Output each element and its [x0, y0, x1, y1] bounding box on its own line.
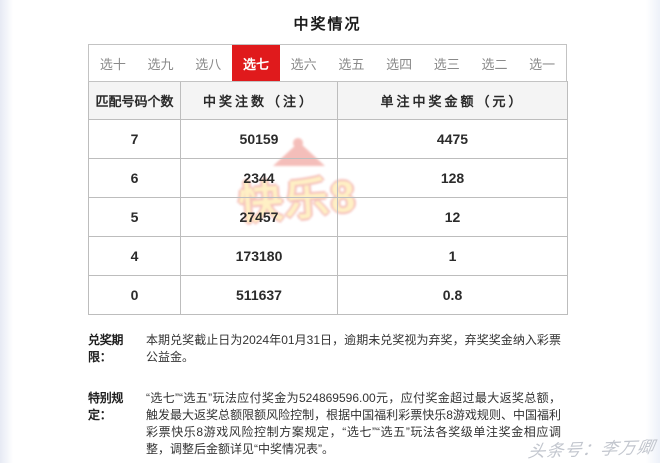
prize-amount: 0.8 [337, 275, 568, 315]
prize-amount: 12 [337, 197, 568, 237]
page-edge-gradient-left [0, 0, 13, 463]
prize-table: 匹配号码个数 中奖注数（注） 单注中奖金额（元） 7 50159 4475 6 … [88, 81, 568, 315]
matched-count: 4 [88, 236, 181, 276]
tab-select-2[interactable]: 选二 [481, 56, 508, 72]
note-text: “选七”“选五”玩法应付奖金为524869596.00元，应付奖金超过最大返奖总… [146, 391, 561, 456]
tab-select-6[interactable]: 选六 [290, 56, 317, 72]
note-text: 本期兑奖截止日为2024年01月31日，逾期未兑奖视为弃奖，弃奖奖金纳入彩票公益… [146, 333, 561, 364]
prize-amount: 4475 [337, 119, 568, 159]
winning-bets: 511637 [180, 275, 338, 315]
note-label: 特别规定： [88, 391, 124, 422]
playtype-tabs: 选十 选九 选八 选七 选六 选五 选四 选三 选二 选一 [88, 44, 567, 82]
account-watermark: 头条号：李万卿 [526, 437, 657, 462]
table-row-6: 6 2344 128 [88, 158, 568, 198]
table-row-0: 0 511637 0.8 [88, 275, 568, 315]
winning-bets: 2344 [180, 158, 338, 198]
matched-count: 7 [88, 119, 181, 159]
matched-count: 5 [88, 197, 181, 237]
col-header-matched-count: 匹配号码个数 [88, 81, 181, 120]
matched-count: 6 [88, 158, 181, 198]
tab-select-8[interactable]: 选八 [195, 56, 222, 72]
tab-select-3[interactable]: 选三 [433, 56, 460, 72]
table-row-7: 7 50159 4475 [88, 119, 568, 159]
table-row-4: 4 173180 1 [88, 236, 568, 276]
prize-amount: 128 [337, 158, 568, 198]
tab-select-4[interactable]: 选四 [386, 56, 413, 72]
tab-select-9[interactable]: 选九 [147, 56, 174, 72]
tab-select-5[interactable]: 选五 [338, 56, 365, 72]
winning-bets: 27457 [180, 197, 338, 237]
winning-bets: 173180 [180, 236, 338, 276]
prize-table-header-row: 匹配号码个数 中奖注数（注） 单注中奖金额（元） [88, 81, 568, 120]
col-header-prize-per-bet: 单注中奖金额（元） [337, 81, 568, 120]
winning-bets: 50159 [180, 119, 338, 159]
tab-select-1[interactable]: 选一 [529, 56, 556, 72]
page-edge-gradient-right [646, 0, 660, 463]
tab-select-7-active[interactable]: 选七 [232, 45, 280, 81]
col-header-winning-bets: 中奖注数（注） [180, 81, 338, 120]
redemption-deadline-note: 兑奖期限： 本期兑奖截止日为2024年01月31日，逾期未兑奖视为弃奖，弃奖奖金… [88, 332, 561, 366]
note-label: 兑奖期限： [88, 333, 124, 364]
page-title: 中奖情况 [293, 16, 362, 33]
tab-select-10[interactable]: 选十 [99, 56, 126, 72]
table-row-5: 5 27457 12 [88, 197, 568, 237]
matched-count: 0 [88, 275, 181, 315]
prize-amount: 1 [337, 236, 568, 276]
special-rules-note: 特别规定： “选七”“选五”玩法应付奖金为524869596.00元，应付奖金超… [88, 390, 561, 458]
